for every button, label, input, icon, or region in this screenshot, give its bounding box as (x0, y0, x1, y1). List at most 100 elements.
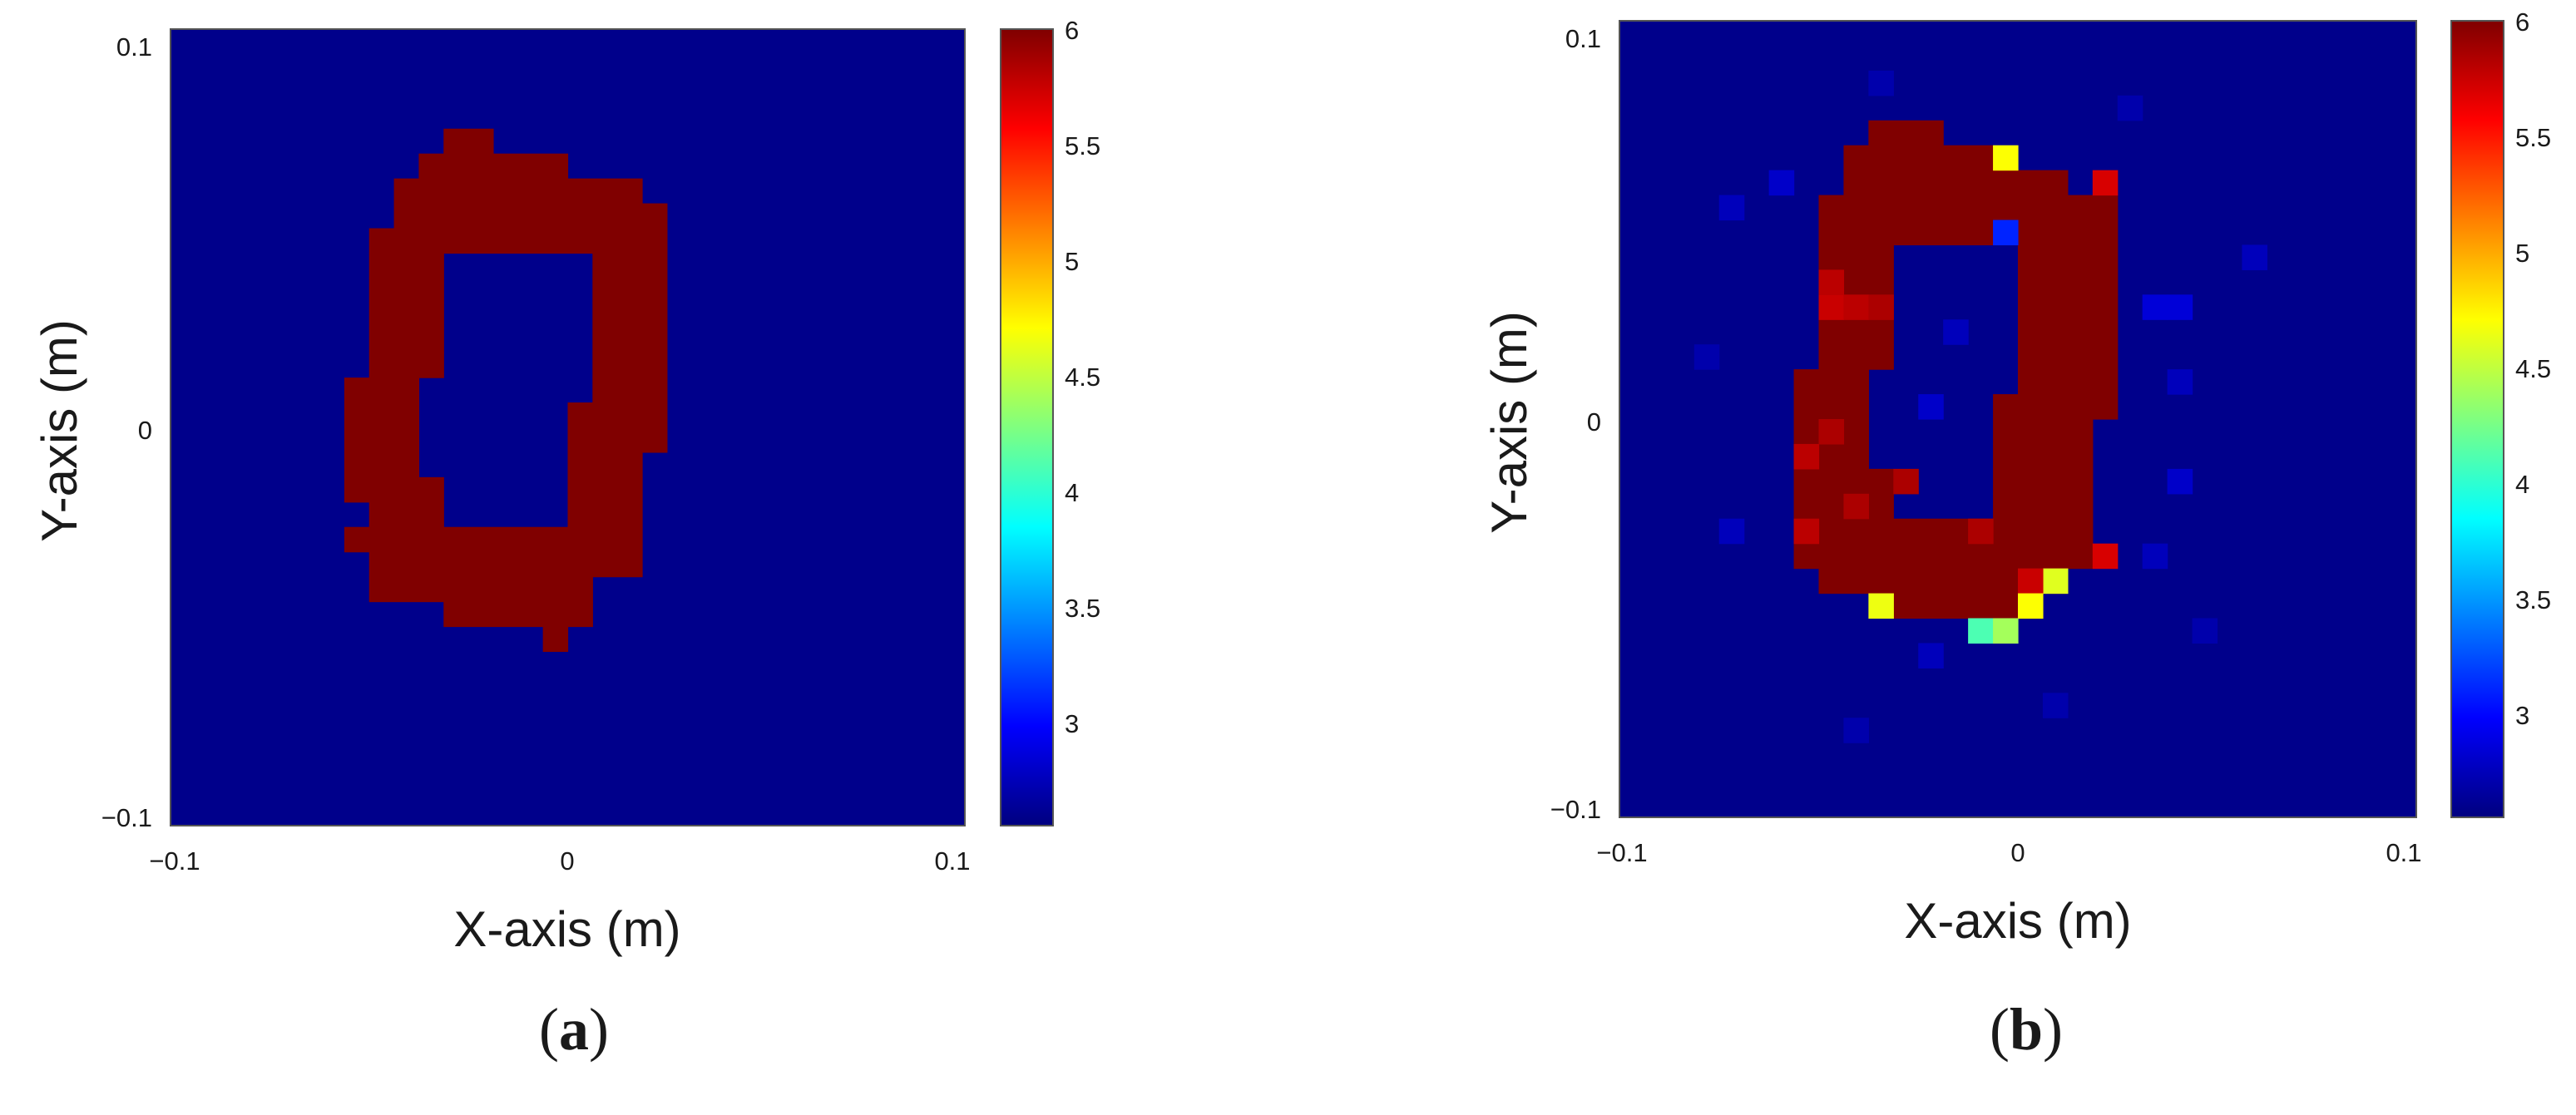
xtick-label: 0.1 (934, 846, 970, 876)
heatmap-cell (2167, 294, 2193, 320)
heatmap-cell (1793, 468, 1894, 495)
heatmap-cell (368, 576, 593, 603)
heatmap-cell (344, 476, 444, 503)
heatmap-cell (592, 278, 668, 303)
heatmap-cell (393, 203, 668, 229)
heatmap-cell (1818, 269, 1845, 295)
heatmap-cell (1843, 170, 2069, 196)
heatmap-cell (1843, 718, 1869, 743)
heatmap-cell (368, 501, 444, 528)
heatmap-cell (368, 353, 444, 378)
heatmap-cell (1818, 220, 2119, 246)
heatmap-cell (2167, 369, 2193, 395)
plot-frame-b (1619, 20, 2417, 818)
heatmap-cell (368, 551, 643, 578)
heatmap-cell (592, 377, 668, 403)
plot-frame-a (170, 28, 966, 826)
colorbar-tick-label: 6 (2515, 7, 2529, 37)
heatmap-cell (1868, 70, 1894, 96)
xtick-label: 0.1 (2386, 838, 2421, 867)
heatmap-cell (1993, 220, 2019, 246)
heatmap-cell (1918, 643, 1944, 669)
heatmap-cell (368, 303, 444, 328)
heatmap-cell (2242, 244, 2267, 270)
heatmap-cell (368, 328, 444, 353)
heatmap-cell (1843, 294, 1869, 320)
heatmap-cell (2018, 344, 2119, 370)
heatmap-cell (2018, 568, 2044, 595)
heatmap-cell (2142, 294, 2168, 320)
heatmap-cell (368, 228, 668, 254)
heatmap-cell (393, 178, 643, 205)
heatmap-cell (567, 501, 643, 528)
heatmap-cell (2092, 543, 2119, 570)
heatmap-cell (567, 402, 668, 428)
heatmap-cell (2042, 568, 2069, 595)
heatmap-cell (592, 253, 668, 279)
heatmap-cell (344, 402, 420, 428)
xtick-label: 0 (2010, 838, 2025, 867)
heatmap-cell (2018, 319, 2119, 345)
heatmap-cell (1868, 593, 1894, 619)
heatmap-cell (1793, 369, 1869, 395)
heatmap-cell (1993, 618, 2019, 644)
ytick-label: −0.1 (1550, 795, 1601, 824)
heatmap-cell (1818, 195, 2119, 221)
heatmap-cell (1693, 344, 1720, 370)
xtick-label: 0 (560, 846, 574, 876)
heatmap-cell (542, 626, 569, 653)
heatmap-cell (1843, 493, 1869, 520)
heatmap-cell (1943, 319, 1969, 345)
heatmap-cell (1793, 443, 1820, 470)
heatmap-cell (1968, 518, 1994, 545)
heatmap-cell (2042, 693, 2069, 718)
colorbar-frame-b (2450, 20, 2504, 818)
heatmap-cell (2018, 294, 2119, 320)
heatmap-cell (592, 303, 668, 328)
heatmap-cell (1793, 394, 1869, 420)
heatmap-cell (1793, 518, 2094, 545)
colorbar-tick-label: 5 (2515, 239, 2529, 268)
heatmap-panel-b: 0.1 0 −0.1 −0.1 0 0.1 X-axis (m) Y-axis … (1481, 7, 2551, 1063)
heatmap-cell (2018, 369, 2119, 395)
y-axis-label: Y-axis (m) (32, 319, 87, 542)
colorbar-tick-label: 5 (1065, 247, 1079, 276)
ytick-label: 0 (138, 416, 152, 445)
heatmap-cell (1993, 493, 2094, 520)
ytick-label: 0 (1587, 407, 1601, 437)
heatmap-cell (443, 601, 593, 628)
colorbar-tick-label: 3 (1065, 709, 1079, 738)
heatmap-cell (1818, 419, 1845, 445)
heatmap-cell (2018, 593, 2044, 619)
colorbar-tick-label: 3.5 (2515, 585, 2551, 614)
heatmap-cell (567, 427, 668, 453)
heatmap-cell (567, 451, 643, 478)
x-axis-label: X-axis (m) (453, 901, 680, 957)
panel-label-a: (a) (539, 996, 609, 1063)
colorbar-tick-label: 5.5 (1065, 131, 1100, 160)
heatmap-cell (2092, 170, 2119, 196)
colorbar-tick-label: 3 (2515, 701, 2529, 730)
colorbar-tick-label: 5.5 (2515, 123, 2551, 152)
heatmap-cell (1818, 344, 1894, 370)
x-axis-label: X-axis (m) (1904, 893, 2131, 949)
heatmap-cell (1868, 120, 1944, 146)
heatmap-cell (1993, 145, 2019, 171)
heatmap-cell (1893, 468, 1919, 495)
colorbar-a (1001, 29, 1053, 826)
heatmap-cell (344, 526, 643, 553)
colorbar-b (2451, 21, 2504, 817)
heatmap-cell (1718, 195, 1745, 221)
heatmap-cell (1968, 618, 1994, 644)
ytick-label: 0.1 (116, 32, 152, 62)
colorbar-frame-a (1000, 28, 1054, 826)
xtick-label: −0.1 (1596, 838, 1647, 867)
heatmap-cell (1818, 319, 1894, 345)
ytick-label: −0.1 (101, 803, 152, 832)
heatmap-cell (344, 451, 420, 478)
colorbar-tick-label: 4.5 (1065, 363, 1100, 392)
panel-label-b: (b) (1990, 996, 2063, 1063)
colorbar-tick-label: 4 (2515, 470, 2529, 499)
heatmap-cell (1818, 244, 1894, 270)
heatmap-panel-a: 0.1 0 −0.1 −0.1 0 0.1 X-axis (m) Y-axis … (32, 16, 1100, 1063)
